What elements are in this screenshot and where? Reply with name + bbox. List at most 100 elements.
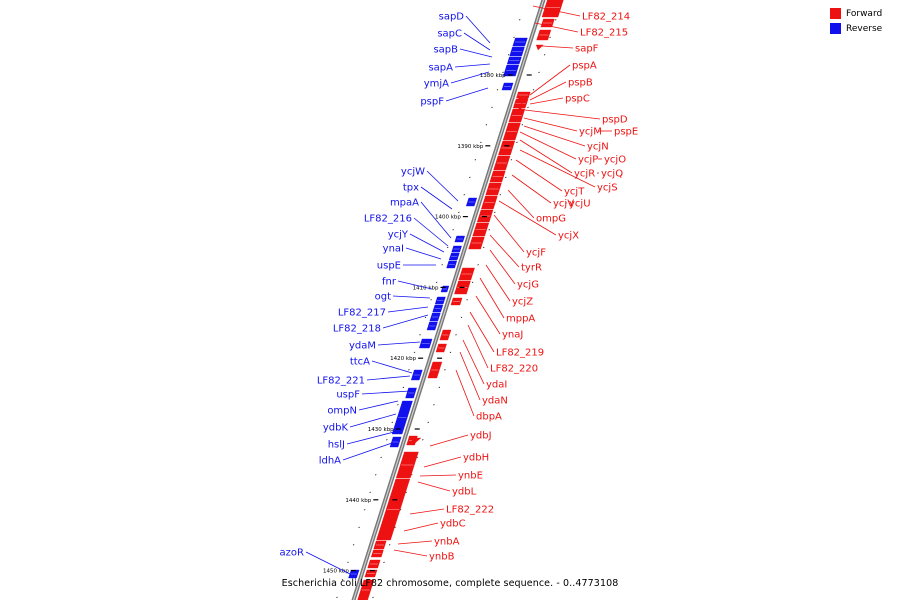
forward-gene-leader (489, 249, 516, 285)
reverse-gene-leader (358, 400, 399, 411)
forward-gene-label: tyrR (521, 263, 542, 274)
reverse-gene-label: pspF (420, 97, 444, 108)
reverse-gene-leader (465, 15, 491, 44)
reverse-gene-label: ldhA (319, 456, 341, 467)
reverse-gene-label: LF82_217 (338, 308, 386, 319)
legend-forward: Forward (830, 6, 890, 21)
forward-gene-leader (403, 522, 439, 532)
forward-gene-leader (498, 200, 557, 236)
reverse-gene-leader (397, 280, 433, 290)
forward-gene-leader (423, 456, 462, 468)
forward-gene-label: ycjZ (512, 297, 533, 308)
forward-gene-leader (455, 369, 475, 417)
forward-gene-label: ycjR (574, 169, 595, 180)
forward-gene-label: ycjP (578, 155, 598, 166)
forward-gene-leader (485, 264, 511, 302)
forward-gene-label: pspA (572, 61, 597, 72)
reverse-gene-label: ycjW (401, 167, 425, 178)
forward-gene-label: pspE (614, 127, 638, 138)
forward-gene-label: mppA (506, 314, 535, 325)
reverse-gene-leader (450, 71, 490, 84)
forward-gene-label: ynaJ (502, 330, 523, 341)
reverse-gene-label: ttcA (350, 357, 370, 368)
reverse-gene-leader (392, 295, 431, 299)
forward-gene-leader (529, 64, 571, 96)
reverse-gene-label: sapA (428, 63, 453, 74)
forward-gene-label: LF82_215 (580, 28, 628, 39)
forward-gene-leader (515, 159, 563, 192)
forward-gene-leader (519, 149, 596, 188)
reverse-gene-label: LF82_218 (333, 324, 381, 335)
reverse-gene-leader (420, 201, 452, 239)
reverse-gene-label: ymjA (424, 79, 449, 90)
legend-reverse: Reverse (830, 21, 890, 36)
forward-gene-label: ydaI (486, 380, 507, 391)
legend: Forward Reverse (830, 6, 890, 36)
forward-gene-leader (459, 351, 481, 401)
forward-gene-label: ycjV (553, 199, 574, 210)
forward-arrow-1 (516, 103, 528, 111)
reverse-gene-label: mpaA (390, 198, 419, 209)
forward-gene-leader (419, 474, 457, 477)
reverse-gene-leader (413, 217, 449, 247)
reverse-gene-label: ogt (375, 292, 391, 303)
reverse-gene-label: sapB (433, 45, 458, 56)
reverse-gene-label: LF82_216 (364, 214, 412, 225)
forward-gene-label: ycjQ (601, 169, 623, 180)
reverse-gene-label: ompN (327, 406, 357, 417)
forward-gene-leader (479, 277, 505, 319)
reverse-gene-leader (454, 63, 491, 68)
forward-gene-label: pspD (602, 115, 628, 126)
forward-gene-leader (507, 189, 535, 219)
reverse-gene-label: ydbK (323, 423, 349, 434)
legend-reverse-swatch (830, 23, 841, 34)
reverse-gene-label: ydaM (349, 341, 376, 352)
forward-gene-leader (523, 117, 578, 132)
forward-gene-label: ycjG (517, 280, 539, 291)
reverse-gene-label: tpx (403, 183, 419, 194)
reverse-gene-label: ycjY (388, 230, 409, 241)
forward-gene-leader (462, 339, 485, 385)
reverse-gene-label: sapC (437, 29, 462, 40)
scale-tick-label: 1450 kbp (323, 569, 349, 575)
reverse-gene-label: azoR (280, 548, 304, 559)
reverse-gene-label: uspF (336, 390, 360, 401)
reverse-gene-leader (342, 442, 393, 461)
reverse-gene-leader (346, 431, 395, 445)
forward-gene-label: ycjT (564, 187, 585, 198)
forward-gene-leader (532, 5, 581, 17)
forward-gene-label: ynbA (434, 537, 460, 548)
forward-gene-label: ycjM (579, 127, 602, 138)
scale-tick-label: 1380 kbp (480, 73, 506, 79)
forward-gene-label: LF82_222 (446, 505, 494, 516)
forward-gene-leader (511, 174, 552, 204)
forward-gene-label: ycjS (597, 183, 618, 194)
forward-gene-label: LF82_214 (582, 12, 630, 23)
reverse-gene-leader (409, 233, 445, 253)
forward-gene-label: ycjO (604, 155, 626, 166)
forward-gene-leader (524, 109, 601, 120)
forward-gene-leader (393, 549, 428, 557)
reverse-gene-leader (371, 360, 413, 374)
reverse-gene-label: ynaI (383, 244, 404, 255)
forward-gene-leader (541, 45, 574, 49)
minor-ticks (336, 19, 557, 598)
forward-gene-leader (523, 125, 586, 147)
reverse-labels: sapD sapC sapB sapA ymjA pspF ycjW tpx mpaA LF82_… (280, 12, 493, 575)
forward-gene-label: ydbJ (470, 431, 492, 442)
forward-gene-label: pspC (565, 94, 590, 105)
legend-reverse-label: Reverse (846, 23, 883, 34)
reverse-gene-label: LF82_221 (317, 376, 365, 387)
forward-gene-leader (489, 234, 520, 268)
forward-gene-label: ydaN (482, 396, 508, 407)
map-caption: Escherichia coli LF82 chromosome, comple… (281, 578, 619, 589)
reverse-gene-leader (426, 170, 459, 202)
forward-gene-label: pspB (568, 78, 593, 89)
reverse-gene-leader (305, 551, 351, 575)
forward-gene-leader (417, 481, 451, 492)
reverse-gene-leader (445, 87, 489, 102)
forward-gene-label: LF82_219 (496, 348, 544, 359)
forward-gene-leader (519, 139, 573, 174)
reverse-gene-leader (377, 341, 421, 346)
